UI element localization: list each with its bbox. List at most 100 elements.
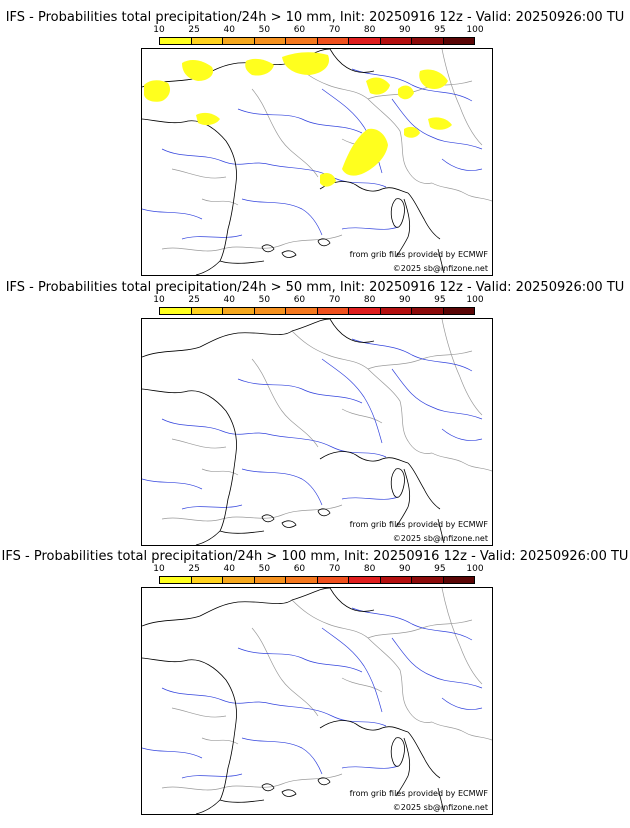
coastline bbox=[142, 388, 265, 534]
colorbar-segment bbox=[317, 577, 349, 583]
coastline bbox=[317, 508, 331, 517]
river-line bbox=[351, 338, 473, 372]
coastline bbox=[261, 244, 275, 253]
coastline bbox=[329, 319, 375, 343]
colorbar-tick-label: 80 bbox=[363, 25, 376, 35]
colorbar-segment bbox=[286, 308, 318, 314]
colorbar-segment bbox=[317, 308, 349, 314]
coastline bbox=[437, 248, 445, 274]
colorbar-segment bbox=[254, 38, 286, 44]
precip-probability-area bbox=[196, 112, 220, 126]
river-line bbox=[237, 378, 363, 404]
coastline bbox=[329, 49, 375, 73]
colorbar-segment bbox=[349, 577, 381, 583]
admin-border-line bbox=[171, 168, 227, 179]
colorbar-tick-label: 70 bbox=[328, 25, 341, 35]
coastline bbox=[142, 588, 331, 627]
panel-title: IFS - Probabilities total precipitation/… bbox=[1, 549, 629, 564]
admin-border-line bbox=[431, 182, 492, 202]
colorbar-segment bbox=[412, 38, 444, 44]
coastline bbox=[390, 198, 405, 228]
coastline bbox=[319, 181, 409, 194]
admin-border-line bbox=[251, 358, 319, 448]
coastline bbox=[407, 731, 441, 779]
coastline bbox=[395, 198, 411, 258]
coastline bbox=[281, 250, 297, 258]
coastline bbox=[437, 787, 445, 813]
map-frame: from grib files provided by ECMWF ©2025 … bbox=[141, 48, 493, 276]
colorbar-segment bbox=[286, 38, 318, 44]
river-line bbox=[351, 607, 473, 641]
colorbar-tick-label: 100 bbox=[466, 564, 484, 574]
precip-probability-area bbox=[182, 60, 214, 81]
coastline bbox=[317, 777, 331, 786]
precip-probability-area bbox=[342, 128, 388, 176]
colorbar-segment bbox=[412, 577, 444, 583]
credit-copyright: ©2025 sb@infizone.net bbox=[392, 534, 488, 543]
map-canvas bbox=[142, 49, 492, 275]
admin-border-line bbox=[441, 588, 483, 685]
river-line bbox=[351, 68, 473, 102]
colorbar-segment bbox=[349, 308, 381, 314]
colorbar-tick-label: 50 bbox=[258, 25, 271, 35]
colorbar-tick-label: 60 bbox=[293, 295, 306, 305]
map-canvas bbox=[142, 588, 492, 814]
admin-border-line bbox=[441, 49, 483, 146]
coastline bbox=[195, 799, 221, 814]
forecast-panel-50mm: IFS - Probabilities total precipitation/… bbox=[0, 270, 630, 546]
colorbar-segment bbox=[317, 38, 349, 44]
colorbar-tick-label: 40 bbox=[223, 564, 235, 574]
coastline bbox=[142, 657, 265, 803]
map-frame: from grib files provided by ECMWF ©2025 … bbox=[141, 587, 493, 815]
admin-border-line bbox=[291, 330, 433, 454]
admin-border-line bbox=[201, 468, 239, 476]
river-line bbox=[391, 637, 483, 689]
precip-probability-area bbox=[320, 173, 336, 187]
colorbar-tick-label: 50 bbox=[258, 295, 271, 305]
colorbar-segment bbox=[191, 308, 223, 314]
precip-probability-area bbox=[398, 85, 414, 100]
colorbar-tick-label: 10 bbox=[153, 564, 165, 574]
credit-copyright: ©2025 sb@infizone.net bbox=[392, 264, 488, 273]
coastline bbox=[407, 192, 441, 240]
admin-border-line bbox=[251, 627, 319, 717]
admin-border-line bbox=[161, 504, 343, 522]
colorbar-tick-label: 60 bbox=[293, 564, 306, 574]
river-line bbox=[142, 747, 203, 759]
coastline bbox=[195, 260, 221, 275]
colorbar-tick-label: 70 bbox=[328, 564, 341, 574]
colorbar-segment bbox=[223, 577, 255, 583]
credit-source: from grib files provided by ECMWF bbox=[349, 250, 488, 259]
colorbar-tick-label: 50 bbox=[258, 564, 271, 574]
colorbar-tick-label: 25 bbox=[188, 25, 200, 35]
precip-probability-area bbox=[245, 58, 274, 76]
colorbar-tick-label: 80 bbox=[363, 295, 376, 305]
forecast-panel-100mm: IFS - Probabilities total precipitation/… bbox=[0, 539, 630, 815]
colorbar-segment bbox=[380, 577, 412, 583]
colorbar-tick-label: 25 bbox=[188, 295, 200, 305]
colorbar-tick-label: 95 bbox=[434, 295, 446, 305]
river-line bbox=[161, 148, 273, 166]
river-line bbox=[181, 773, 243, 779]
colorbar-tick-label: 40 bbox=[223, 295, 235, 305]
coastline bbox=[261, 514, 275, 523]
colorbar-tick-label: 100 bbox=[466, 295, 484, 305]
colorbar-tick-label: 100 bbox=[466, 25, 484, 35]
colorbar-segment bbox=[223, 38, 255, 44]
admin-border-line bbox=[341, 408, 383, 424]
colorbar-segment bbox=[380, 308, 412, 314]
river-line bbox=[161, 418, 273, 436]
river-line bbox=[142, 478, 203, 490]
river-line bbox=[161, 687, 273, 705]
colorbar-segment bbox=[254, 308, 286, 314]
colorbar-segment bbox=[191, 38, 223, 44]
admin-border-line bbox=[251, 88, 319, 178]
credit-source: from grib files provided by ECMWF bbox=[349, 789, 488, 798]
colorbar-segment bbox=[160, 577, 192, 583]
admin-border-line bbox=[367, 619, 473, 639]
river-line bbox=[241, 198, 323, 236]
river-line bbox=[241, 737, 323, 775]
river-line bbox=[241, 468, 323, 506]
river-line bbox=[237, 108, 363, 134]
precip-probability-area bbox=[428, 117, 452, 130]
